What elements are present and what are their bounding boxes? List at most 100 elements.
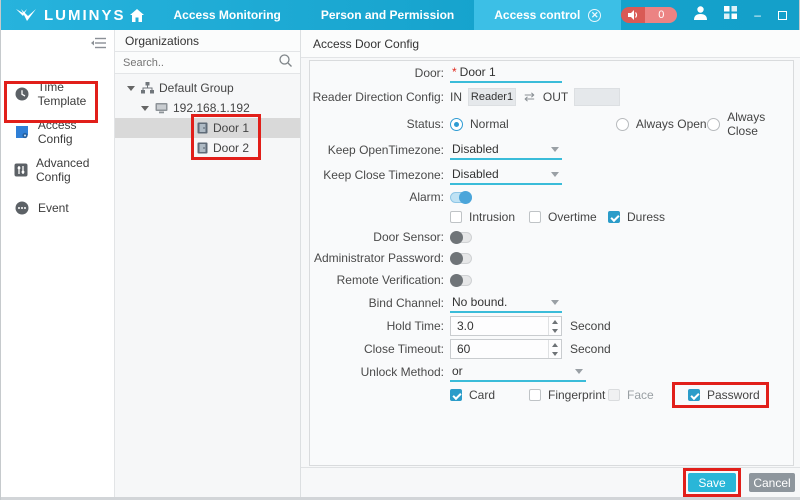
- form-row-hold-time: Hold Time: 3.0 Second: [310, 315, 793, 337]
- checkbox-icon[interactable]: [529, 211, 541, 223]
- tree-item-label: Door 1: [213, 121, 250, 135]
- checkbox-duress[interactable]: Duress: [608, 210, 665, 224]
- radio-icon[interactable]: [615, 117, 629, 131]
- device-tree: Default Group 192.168.1.192 Door 1 Doo: [115, 74, 300, 158]
- search-icon[interactable]: [279, 53, 292, 72]
- sidebar-item-advanced-config[interactable]: Advanced Config: [1, 151, 114, 189]
- collapse-sidebar-icon[interactable]: [91, 36, 106, 54]
- bind-channel-select[interactable]: No bound.: [450, 294, 562, 313]
- app-logo: LUMINYS: [1, 7, 126, 24]
- radio-always-close[interactable]: Always Close: [707, 110, 793, 138]
- door-sensor-toggle[interactable]: [450, 230, 472, 244]
- tab-access-monitoring[interactable]: Access Monitoring: [173, 8, 281, 22]
- tree-item-device[interactable]: 192.168.1.192: [115, 98, 300, 118]
- checkbox-overtime[interactable]: Overtime: [529, 210, 608, 224]
- sidebar-item-label: Time Template: [37, 80, 87, 108]
- spinner-up-icon[interactable]: [549, 317, 561, 326]
- close-timeout-spinner[interactable]: 60: [450, 339, 562, 359]
- out-label: OUT: [542, 90, 569, 104]
- speaker-icon: [621, 7, 646, 23]
- radio-icon[interactable]: [450, 117, 463, 131]
- administrator-password-toggle[interactable]: [450, 251, 472, 265]
- checkbox-icon[interactable]: [608, 211, 620, 223]
- device-icon: [155, 102, 168, 114]
- swap-direction-icon[interactable]: ⇄: [524, 89, 535, 104]
- sidebar-item-label: Event: [38, 201, 69, 215]
- tab-bar: Access Monitoring Person and Permission …: [154, 0, 622, 30]
- remote-verification-toggle[interactable]: [450, 273, 472, 287]
- maximize-icon[interactable]: [777, 10, 787, 20]
- chevron-down-icon[interactable]: [141, 105, 149, 111]
- organizations-title: Organizations: [115, 30, 300, 52]
- minimize-icon[interactable]: –: [754, 8, 761, 22]
- tab-close-icon[interactable]: ✕: [588, 8, 602, 22]
- checkbox-fingerprint[interactable]: Fingerprint: [529, 388, 608, 402]
- home-icon[interactable]: [129, 8, 144, 22]
- checkbox-password[interactable]: Password: [688, 388, 760, 402]
- unlock-method-select[interactable]: or: [450, 363, 586, 382]
- form-row-door-sensor: Door Sensor:: [310, 227, 793, 247]
- notification-count: 0: [645, 7, 678, 23]
- door-icon: [197, 142, 208, 154]
- cancel-button[interactable]: Cancel: [749, 473, 795, 492]
- tree-item-door-2[interactable]: Door 2: [115, 138, 300, 158]
- page-title: Access Door Config: [301, 30, 800, 58]
- form-footer: Save Cancel: [301, 467, 800, 497]
- reader-out-selector[interactable]: [574, 88, 621, 106]
- spinner-down-icon[interactable]: [549, 326, 561, 335]
- chevron-down-icon: [551, 299, 559, 305]
- user-icon[interactable]: [694, 5, 708, 25]
- tree-item-label: Default Group: [159, 81, 234, 95]
- chevron-down-icon: [575, 368, 583, 374]
- annotation-password: Password: [672, 382, 769, 408]
- tab-access-control[interactable]: Access control ✕: [474, 0, 622, 30]
- radio-normal[interactable]: Normal: [450, 117, 616, 131]
- form-row-bind-channel: Bind Channel: No bound.: [310, 291, 793, 315]
- left-sidebar: Time Template Access Config Advanced Con…: [1, 30, 115, 497]
- spinner-down-icon[interactable]: [549, 349, 561, 358]
- tree-item-label: 192.168.1.192: [173, 101, 250, 115]
- tree-item-door-1[interactable]: Door 1: [115, 118, 300, 138]
- form-row-unlock-checks: Card Fingerprint Face Password: [310, 382, 793, 408]
- checkbox-icon[interactable]: [529, 389, 541, 401]
- form-row-alarm-checks: Intrusion Overtime Duress: [310, 207, 793, 227]
- checkbox-icon[interactable]: [450, 389, 462, 401]
- unit-label: Second: [570, 342, 611, 356]
- chevron-down-icon: [551, 171, 559, 177]
- sidebar-item-event[interactable]: Event: [1, 189, 114, 227]
- in-label: IN: [450, 90, 462, 104]
- keep-close-timezone-select[interactable]: Disabled: [450, 166, 562, 185]
- checkbox-icon[interactable]: [608, 389, 620, 401]
- form-row-remote-verification: Remote Verification:: [310, 269, 793, 291]
- alarm-notification-badge[interactable]: 0: [621, 7, 678, 23]
- spinner-up-icon[interactable]: [549, 340, 561, 349]
- sidebar-menu: Time Template Access Config Advanced Con…: [1, 75, 114, 227]
- unit-label: Second: [570, 319, 611, 333]
- form-row-alarm: Alarm:: [310, 187, 793, 207]
- form-row-keep-close-timezone: Keep Close Timezone: Disabled: [310, 163, 793, 187]
- checkbox-card[interactable]: Card: [450, 388, 529, 402]
- checkbox-icon[interactable]: [688, 389, 700, 401]
- save-button[interactable]: Save: [688, 473, 736, 492]
- checkbox-icon[interactable]: [450, 211, 462, 223]
- checkbox-intrusion[interactable]: Intrusion: [450, 210, 529, 224]
- alarm-toggle[interactable]: [450, 190, 472, 204]
- tree-item-default-group[interactable]: Default Group: [115, 78, 300, 98]
- radio-icon[interactable]: [707, 117, 721, 131]
- access-door-config-form: Door: * Door 1 Reader Direction Config: …: [309, 60, 794, 466]
- clock-icon: [14, 87, 30, 101]
- radio-always-open[interactable]: Always Open: [615, 117, 707, 131]
- chevron-down-icon[interactable]: [127, 85, 135, 91]
- checkbox-face[interactable]: Face: [608, 388, 687, 402]
- keep-open-timezone-select[interactable]: Disabled: [450, 141, 562, 160]
- tree-item-label: Door 2: [213, 141, 250, 155]
- tab-person-and-permission[interactable]: Person and Permission: [320, 8, 455, 22]
- hold-time-spinner[interactable]: 3.0: [450, 316, 562, 336]
- apps-grid-icon[interactable]: [724, 6, 738, 24]
- door-name-input[interactable]: * Door 1: [450, 64, 562, 83]
- reader-in-selector[interactable]: Reader1: [468, 88, 516, 106]
- sidebar-item-access-config[interactable]: Access Config: [1, 113, 114, 151]
- form-row-reader-direction: Reader Direction Config: IN Reader1 ⇄ OU…: [310, 83, 793, 111]
- sidebar-item-time-template[interactable]: Time Template: [1, 75, 114, 113]
- search-input[interactable]: [123, 56, 279, 69]
